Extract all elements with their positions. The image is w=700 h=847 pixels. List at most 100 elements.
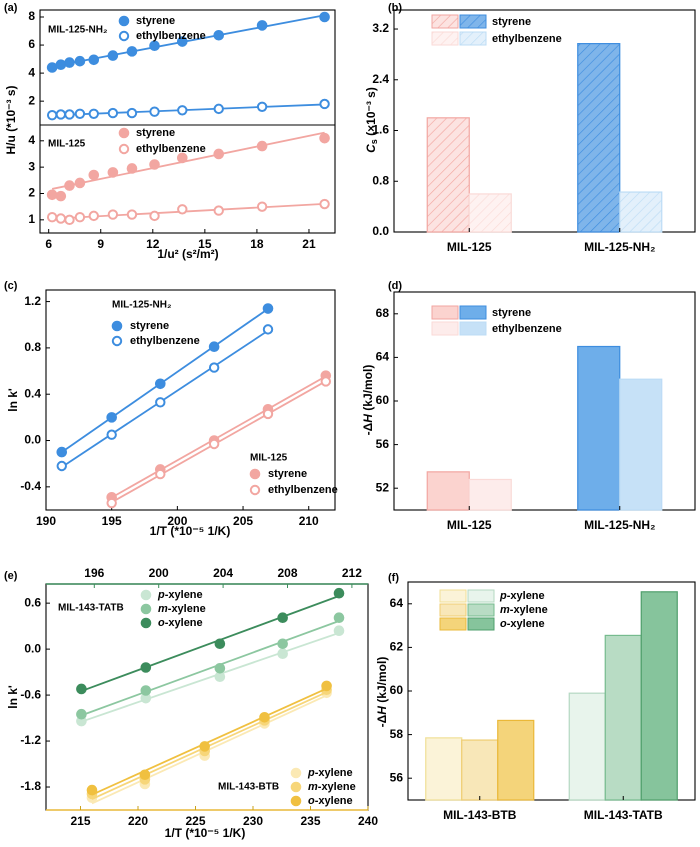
e-x-bottom-tick-label: 225 [185, 814, 205, 828]
d-legend-label: styrene [492, 307, 531, 319]
f-y-axis-label-main: -Δ [375, 714, 389, 727]
e-legend-marker [140, 603, 152, 615]
e-legend-label: o-xylene [158, 617, 203, 629]
a-bottom-styrene-point [107, 167, 119, 178]
c-nh2-styrene-point [262, 303, 274, 314]
d-y-axis-label-rest: (kJ/mol) [361, 365, 375, 414]
b-category-label: MIL-125-NH₂ [584, 240, 655, 254]
e-tatb-m-xylene-point [76, 708, 87, 720]
e-tatb-m-xylene-point [277, 638, 288, 650]
e-tatb-p-xylene-point [333, 625, 345, 637]
c-y-axis-label: ln k' [6, 388, 20, 412]
a-bottom-ethylbenzene-point [319, 198, 330, 210]
e-legend-prefix: p [157, 589, 165, 601]
c-x-tick-label: 200 [167, 514, 187, 528]
d-y-tick-label: 68 [376, 306, 390, 320]
d-y-axis-label: -ΔH (kJ/mol) [361, 365, 375, 436]
a-legend-label: ethylbenzene [136, 143, 206, 155]
a-bottom-styrene-fit-line [51, 131, 325, 190]
b-frame [393, 9, 696, 233]
a-top-styrene-point [55, 59, 67, 70]
a-bottom-ethylbenzene-point [126, 209, 138, 220]
a-top-ethylbenzene-point [74, 108, 86, 119]
f-legend-rest: -xylene [507, 590, 545, 602]
f-y-axis-label-ital: H [375, 706, 389, 715]
c-125-ethylbenzene-point [155, 468, 166, 480]
a-bottom-styrene-point [126, 163, 138, 174]
b-legend-label: styrene [492, 16, 531, 28]
e-x-top-tick-label: 208 [277, 566, 297, 580]
a-top-ethylbenzene-point [177, 105, 188, 116]
e-legend-label: m-xylene [308, 781, 356, 793]
a-bottom-styrene-point [46, 189, 58, 201]
a-top-styrene-point [176, 36, 188, 47]
e-legend-marker [290, 781, 302, 793]
panel-c-frame [45, 289, 336, 511]
f-y-tick-label: 60 [390, 683, 404, 697]
e-legend-rest: -xylene [165, 617, 203, 629]
e-group-label-btb: MIL-143-BTB [218, 782, 279, 793]
c-group-label-125: MIL-125 [250, 453, 288, 464]
f-legend-swatch [467, 589, 495, 603]
a-top-ethylbenzene-point [55, 109, 67, 120]
f-legend-prefix: m [500, 604, 510, 616]
e-tatb-p-xylene-point [277, 648, 288, 660]
d-y-tick-label: 64 [376, 350, 390, 364]
a-bottom-styrene-point [88, 169, 100, 181]
d-bar-styrene [426, 471, 470, 511]
a-bottom-ethylbenzene-point [74, 211, 86, 223]
c-x-axis-label: 1/T (*10⁻⁵ 1/K) [150, 524, 231, 538]
e-tatb-m-xylene-point [214, 662, 226, 674]
a-bottom-styrene-point [256, 140, 268, 152]
c-y-tick-label: 0.0 [24, 433, 41, 447]
b-y-tick-label: 0.8 [372, 173, 389, 187]
e-tatb-m-xylene-fit-line [81, 620, 340, 717]
a-bottom-styrene-point [176, 152, 188, 164]
f-legend-rest: -xylene [510, 604, 548, 616]
panel-label-e: (e) [4, 570, 18, 582]
b-bar-hatch [469, 193, 512, 232]
a-top-ethylbenzene-point [107, 107, 119, 119]
c-nh2-styrene-point [208, 341, 220, 353]
a-top-styrene-point [88, 54, 100, 66]
c-legend-label: styrene [130, 320, 169, 332]
c-group-label-nh2: MIL-125-NH₂ [112, 300, 171, 311]
a-bottom-styrene-point [74, 177, 86, 189]
e-x-top-tick-label: 204 [213, 566, 233, 580]
b-category-label: MIL-125 [447, 240, 492, 254]
c-nh2-ethylbenzene-point [106, 429, 117, 440]
c-x-tick-label: 195 [102, 514, 122, 528]
b-legend-label: ethylbenzene [492, 33, 562, 45]
a-top-y-tick-label: 6 [28, 37, 35, 51]
e-x-bottom-tick-label: 240 [358, 814, 378, 828]
e-btb-o-xylene-point [321, 680, 332, 692]
b-legend-swatch-hatch [432, 32, 458, 45]
c-nh2-ethylbenzene-fit-line [61, 329, 269, 468]
e-legend-prefix: m [308, 781, 318, 793]
a-top-y-tick-label: 2 [28, 93, 35, 107]
a-top-styrene-point [319, 11, 330, 23]
a-legend-label: styrene [136, 127, 175, 139]
e-tatb-o-xylene-point [140, 662, 152, 673]
c-125-styrene-fit-line [111, 375, 327, 499]
f-legend-swatch [439, 617, 467, 631]
e-btb-o-xylene-point [139, 769, 151, 781]
c-legend-label: ethylbenzene [130, 335, 200, 347]
d-y-axis-label-main: -Δ [361, 422, 375, 435]
f-bar-m-xylene [461, 739, 499, 801]
e-btb-o-xylene-point [199, 741, 210, 752]
e-x-axis-label: 1/T (*10⁻⁵ 1/K) [165, 826, 246, 840]
panel-label-d: (d) [388, 280, 402, 292]
e-tatb-m-xylene-point [333, 612, 345, 624]
a-bottom-ethylbenzene-point [256, 201, 268, 212]
d-y-tick-label: 60 [376, 393, 390, 407]
a-legend-label: ethylbenzene [136, 30, 206, 42]
b-y-axis-label-main: C [364, 144, 378, 153]
e-tatb-p-xylene-fit-line [81, 632, 340, 723]
e-btb-o-xylene-point [86, 784, 98, 796]
f-category-label: MIL-143-BTB [443, 808, 517, 822]
c-x-tick-label: 205 [233, 514, 253, 528]
d-category-label: MIL-125 [447, 518, 492, 532]
a-top-styrene-point [126, 46, 138, 57]
